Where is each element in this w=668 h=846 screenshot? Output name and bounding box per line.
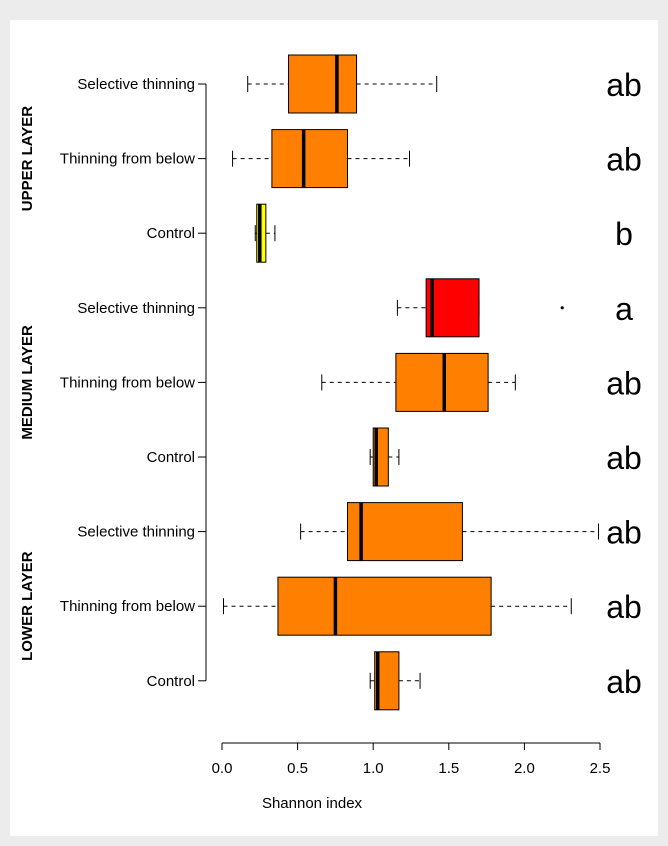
- category-label: Control: [147, 225, 195, 242]
- x-tick-label: 1.0: [363, 760, 384, 777]
- boxplots: [223, 54, 599, 711]
- significance-letter: b: [615, 216, 633, 252]
- boxplot-chart: 0.0 0.5 1.0 1.5 2.0 2.5 Selective thinning Thi…: [19, 54, 642, 812]
- significance-letter: ab: [606, 67, 642, 103]
- outlier-point: [560, 306, 564, 310]
- category-label: Selective thinning: [77, 300, 195, 317]
- x-axis-label: Shannon index: [262, 795, 363, 812]
- iqr-box: [288, 54, 358, 114]
- boxplot: [223, 576, 572, 636]
- significance-letter: ab: [606, 142, 642, 178]
- iqr-box: [346, 502, 463, 562]
- boxplot: [369, 651, 421, 711]
- boxplot: [369, 427, 400, 487]
- boxplot: [247, 54, 438, 114]
- category-label: Thinning from below: [60, 374, 195, 391]
- significance-letter: ab: [606, 664, 642, 700]
- boxplot: [232, 129, 410, 189]
- iqr-box: [395, 352, 489, 412]
- category-label: Thinning from below: [60, 151, 195, 168]
- group-labels: UPPER LAYER MEDIUM LAYER LOWER LAYER: [19, 106, 36, 661]
- significance-letter: ab: [606, 515, 642, 551]
- significance-letter: ab: [606, 589, 642, 625]
- iqr-box: [425, 278, 480, 338]
- x-axis: 0.0 0.5 1.0 1.5 2.0 2.5: [212, 742, 611, 777]
- group-label: LOWER LAYER: [19, 551, 36, 661]
- boxplot: [396, 278, 564, 338]
- iqr-box: [277, 576, 492, 636]
- category-label: Selective thinning: [77, 76, 195, 93]
- boxplot: [321, 352, 516, 412]
- category-label: Thinning from below: [60, 598, 195, 615]
- significance-letter: ab: [606, 440, 642, 476]
- boxplot: [300, 502, 599, 562]
- boxplot: [254, 203, 276, 263]
- x-tick-label: 2.5: [590, 760, 611, 777]
- iqr-box: [271, 129, 348, 189]
- chart-panel: 0.0 0.5 1.0 1.5 2.0 2.5 Selective thinning Thi…: [10, 20, 658, 836]
- x-tick-label: 1.5: [438, 760, 459, 777]
- significance-letter: a: [615, 291, 633, 327]
- category-label: Selective thinning: [77, 524, 195, 541]
- x-tick-label: 0.0: [212, 760, 233, 777]
- category-label: Control: [147, 673, 195, 690]
- group-label: UPPER LAYER: [19, 106, 36, 211]
- group-label: MEDIUM LAYER: [19, 325, 36, 440]
- y-axis: Selective thinning Thinning from below Con…: [60, 76, 207, 690]
- significance-letters: ab ab b a ab ab ab ab ab: [606, 67, 642, 700]
- x-tick-label: 2.0: [514, 760, 535, 777]
- category-label: Control: [147, 449, 195, 466]
- x-tick-label: 0.5: [287, 760, 308, 777]
- significance-letter: ab: [606, 365, 642, 401]
